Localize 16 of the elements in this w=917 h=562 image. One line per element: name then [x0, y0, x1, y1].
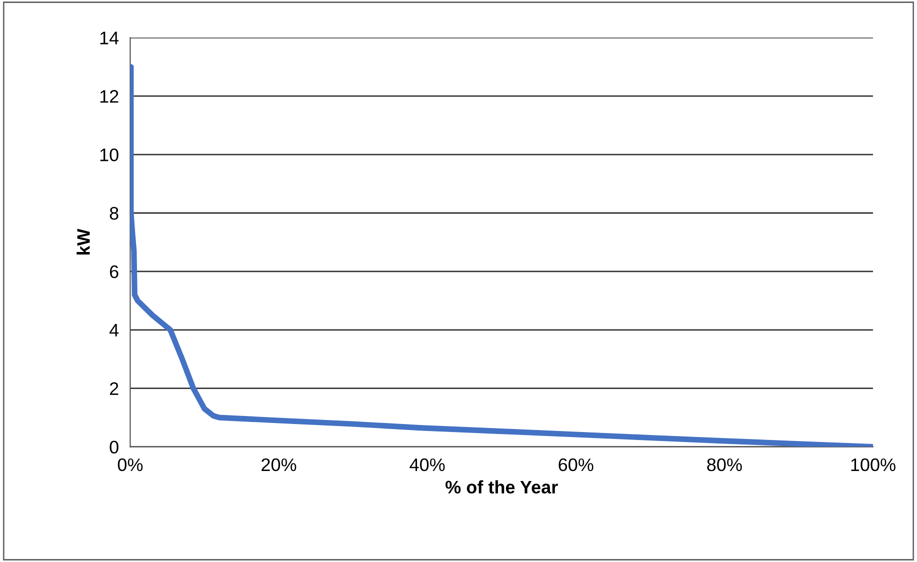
x-tick-label: 40% — [410, 458, 445, 472]
x-tick-label: 0% — [118, 458, 143, 472]
y-tick-label: 6 — [110, 265, 118, 278]
x-tick-label: 80% — [707, 458, 742, 472]
x-tick-label: 60% — [558, 458, 594, 472]
y-tick-label: 0 — [110, 440, 118, 454]
y-tick-label: 10 — [100, 148, 118, 162]
x-tick-label: 100% — [851, 458, 896, 472]
y-tick-label: 14 — [100, 32, 119, 44]
y-tick-label: 2 — [110, 382, 118, 395]
y-axis-title: kW — [76, 228, 90, 255]
y-tick-label: 4 — [109, 324, 119, 336]
y-tick-label: 8 — [110, 206, 118, 220]
x-tick-label: 20% — [262, 458, 296, 472]
y-tick-label: 12 — [100, 90, 118, 103]
x-axis-title: % of the Year — [446, 480, 558, 494]
